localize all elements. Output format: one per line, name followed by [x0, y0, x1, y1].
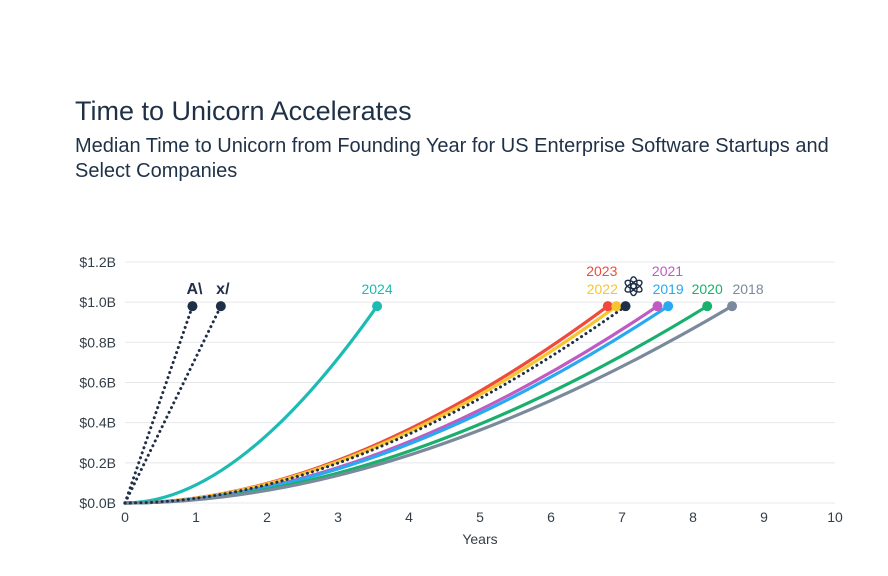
x-tick-label: 0 [121, 509, 129, 525]
series-line-xai [123, 304, 223, 505]
chart-title: Time to Unicorn Accelerates [75, 96, 412, 126]
x-tick-label: 8 [689, 509, 697, 525]
xai-logo: x/ [216, 281, 230, 298]
x-tick-label: 9 [760, 509, 768, 525]
series-label-2018: 2018 [732, 281, 763, 297]
chart-subtitle: Median Time to Unicorn from Founding Yea… [75, 135, 829, 182]
x-tick-label: 5 [476, 509, 484, 525]
endpoint-2021 [652, 301, 663, 312]
openai-logo-icon [624, 276, 643, 297]
y-tick-label: $0.0B [79, 495, 116, 511]
x-tick-label: 7 [618, 509, 626, 525]
y-tick-label: $1.2B [79, 254, 116, 270]
endpoint-2023 [602, 301, 613, 312]
endpoint-2019 [663, 301, 674, 312]
endpoint-xai [215, 301, 226, 312]
anthropic-logo: A\ [186, 281, 203, 298]
y-tick-label: $0.2B [79, 455, 116, 471]
endpoint-anthropic [187, 301, 198, 312]
x-tick-label: 2 [263, 509, 271, 525]
y-tick-label: $0.4B [79, 415, 116, 431]
series-label-2021: 2021 [652, 263, 683, 279]
series-label-2019: 2019 [653, 281, 684, 297]
x-tick-label: 6 [547, 509, 555, 525]
y-tick-label: $1.0B [79, 294, 116, 310]
x-tick-label: 10 [827, 509, 843, 525]
endpoint-openai [620, 301, 631, 312]
endpoint-2022 [611, 301, 622, 312]
series-label-2024: 2024 [361, 281, 392, 297]
endpoint-2020 [702, 301, 713, 312]
series-line-2018 [123, 304, 734, 505]
series-endpoints [187, 301, 738, 312]
x-axis-label: Years [462, 531, 497, 547]
y-tick-label: $0.8B [79, 334, 116, 350]
series-line-anthropic [123, 304, 194, 505]
gridlines [125, 261, 835, 504]
x-tick-label: 1 [192, 509, 200, 525]
x-tick-label: 3 [334, 509, 342, 525]
series-line-2024 [123, 304, 379, 505]
series-lines [123, 304, 734, 505]
x-axis-ticks: 0 1 2 3 4 5 6 7 8 9 10 [121, 509, 843, 525]
endpoint-2018 [727, 301, 738, 312]
series-line-openai [123, 304, 628, 505]
y-axis-ticks: $0.0B $0.2B $0.4B $0.6B $0.8B $1.0B $1.2B [79, 254, 116, 511]
y-tick-label: $0.6B [79, 375, 116, 391]
endpoint-2024 [372, 301, 383, 312]
series-label-2023: 2023 [586, 263, 617, 279]
series-labels: 2024 2023 2022 2021 2019 2020 2018 A\ x/ [186, 263, 763, 298]
x-tick-label: 4 [405, 509, 413, 525]
series-label-2020: 2020 [692, 281, 723, 297]
openai-logo-petal [624, 279, 638, 290]
series-label-2022: 2022 [587, 281, 618, 297]
series-line-2023 [123, 304, 610, 505]
